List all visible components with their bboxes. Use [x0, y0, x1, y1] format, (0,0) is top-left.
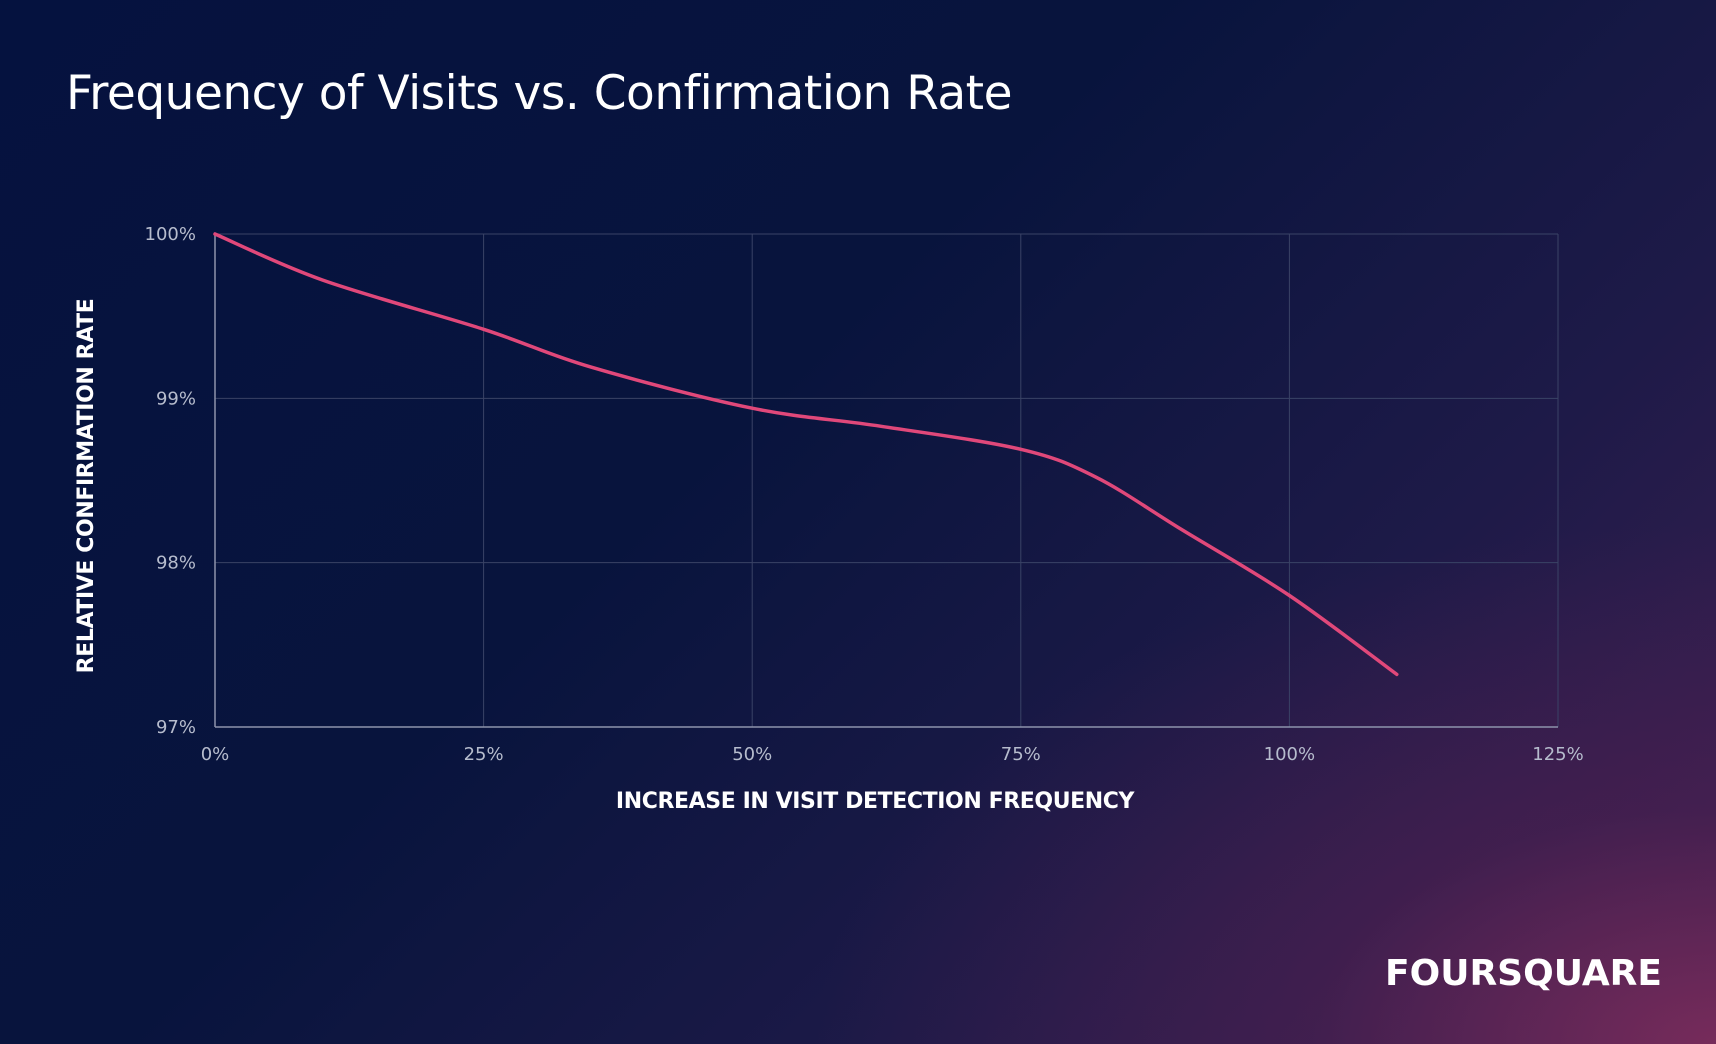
y-tick-label: 98%: [156, 553, 196, 574]
y-axis-title: RELATIVE CONFIRMATION RATE: [74, 299, 99, 674]
foursquare-logo: FOURSQUARE: [1385, 953, 1662, 994]
y-tick-label: 100%: [145, 224, 196, 245]
x-tick-label: 100%: [1264, 744, 1315, 765]
x-tick-label: 50%: [732, 744, 772, 765]
x-tick-label: 25%: [464, 744, 504, 765]
series-line-0: [213, 232, 1399, 677]
x-tick-label: 125%: [1532, 744, 1583, 765]
series-lines: [213, 232, 1399, 677]
x-axis-title: INCREASE IN VISIT DETECTION FREQUENCY: [616, 789, 1136, 814]
grid-lines: [215, 233, 1559, 727]
y-tick-label: 97%: [156, 717, 196, 738]
x-tick-label: 0%: [201, 744, 230, 765]
x-tick-labels: 0% 25% 50% 75% 100% 125%: [201, 744, 1584, 765]
axes: [214, 234, 1558, 728]
x-tick-label: 75%: [1001, 744, 1041, 765]
page-title: Frequency of Visits vs. Confirmation Rat…: [66, 66, 1013, 121]
y-tick-label: 99%: [156, 388, 196, 409]
y-tick-labels: 97% 98% 99% 100%: [145, 224, 196, 738]
